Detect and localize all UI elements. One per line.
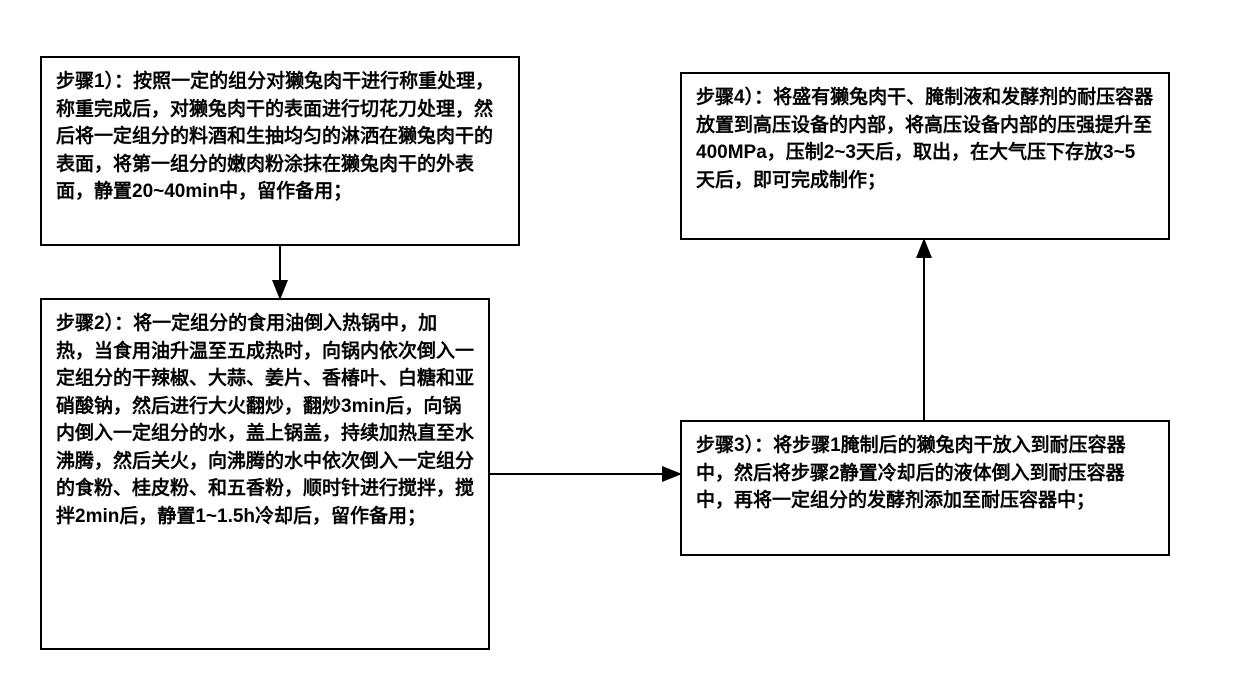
flow-node-step3-text: 步骤3）：将步骤1腌制后的獭兔肉干放入到耐压容器中，然后将步骤2静置冷却后的液体… xyxy=(696,435,1126,511)
flow-node-step1: 步骤1）：按照一定的组分对獭兔肉干进行称重处理，称重完成后，对獭兔肉干的表面进行… xyxy=(40,56,520,246)
flow-node-step2-text: 步骤2）：将一定组分的食用油倒入热锅中，加热，当食用油升温至五成热时，向锅内依次… xyxy=(56,313,474,527)
flow-node-step1-text: 步骤1）：按照一定的组分对獭兔肉干进行称重处理，称重完成后，对獭兔肉干的表面进行… xyxy=(56,71,494,202)
flow-node-step4: 步骤4）：将盛有獭兔肉干、腌制液和发酵剂的耐压容器放置到高压设备的内部，将高压设… xyxy=(680,72,1170,240)
flow-node-step3: 步骤3）：将步骤1腌制后的獭兔肉干放入到耐压容器中，然后将步骤2静置冷却后的液体… xyxy=(680,420,1170,556)
flow-node-step2: 步骤2）：将一定组分的食用油倒入热锅中，加热，当食用油升温至五成热时，向锅内依次… xyxy=(40,298,490,650)
flow-node-step4-text: 步骤4）：将盛有獭兔肉干、腌制液和发酵剂的耐压容器放置到高压设备的内部，将高压设… xyxy=(696,87,1153,191)
